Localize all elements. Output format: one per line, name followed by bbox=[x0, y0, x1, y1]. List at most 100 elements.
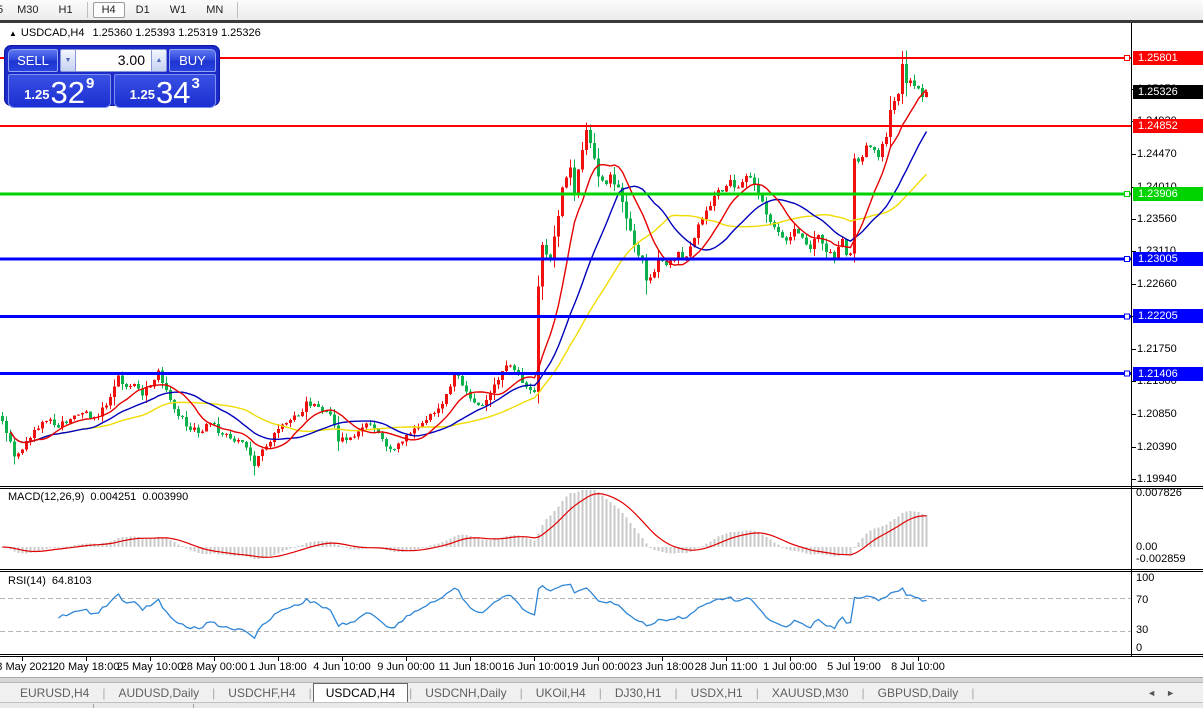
chart-tab-usdchf[interactable]: USDCHF,H4 bbox=[228, 685, 296, 700]
level-price-label-1.24852: 1.24852 bbox=[1133, 119, 1203, 133]
time-label-4: 28 May 00:00 bbox=[180, 661, 248, 673]
collapse-arrow-icon[interactable]: ▲ bbox=[9, 29, 17, 38]
level-price-label-1.23005: 1.23005 bbox=[1133, 252, 1203, 266]
macd-label: MACD(12,26,9) bbox=[8, 491, 85, 503]
line-handle[interactable] bbox=[1124, 370, 1130, 377]
tab-separator: | bbox=[308, 685, 312, 700]
statusbar-strip bbox=[0, 702, 1203, 708]
time-label-11: 23 Jun 18:00 bbox=[630, 661, 694, 673]
one-click-trading-panel: SELL ▼ 3.00 ▲ BUY 1.25 32 9 1.25 34 3 bbox=[4, 45, 220, 110]
chart-tab-dj30[interactable]: DJ30,H1 bbox=[614, 685, 662, 700]
time-label-9: 16 Jun 10:00 bbox=[502, 661, 566, 673]
time-label-8: 11 Jun 18:00 bbox=[438, 661, 502, 673]
line-handle[interactable] bbox=[1124, 191, 1130, 198]
time-label-7: 9 Jun 00:00 bbox=[377, 661, 435, 673]
timeframe-button-h4[interactable]: H4 bbox=[92, 2, 125, 18]
buy-button[interactable]: BUY bbox=[169, 49, 216, 72]
indicator-axis-label-0.00: 0.00 bbox=[1136, 541, 1158, 553]
volume-increase-button[interactable]: ▲ bbox=[151, 49, 167, 72]
level-price-label-1.22205: 1.22205 bbox=[1133, 309, 1203, 323]
timeframe-button-clipped[interactable]: 5 bbox=[0, 4, 4, 16]
chart-tab-ukoil[interactable]: UKOil,H4 bbox=[535, 685, 586, 700]
price-tick-1.24470: 1.24470 bbox=[1131, 147, 1201, 161]
buy-price-display[interactable]: 1.25 34 3 bbox=[113, 74, 216, 110]
tab-separator: | bbox=[409, 685, 413, 700]
buy-price-pip: 3 bbox=[191, 75, 200, 92]
rsi-value: 64.8103 bbox=[51, 575, 92, 587]
timeframe-button-w1[interactable]: W1 bbox=[169, 4, 187, 16]
rsi-label: RSI(14) bbox=[8, 575, 46, 587]
indicator-axis-label-0: 0 bbox=[1136, 642, 1143, 654]
line-handle[interactable] bbox=[1124, 255, 1130, 262]
chart-tab-usdcad[interactable]: USDCAD,H4 bbox=[312, 682, 409, 703]
time-label-14: 5 Jul 19:00 bbox=[827, 661, 881, 673]
tab-scroll-left-icon[interactable]: ◄ bbox=[1147, 688, 1157, 698]
timeframe-button-m30[interactable]: M30 bbox=[17, 4, 39, 16]
chart-tab-xauusd[interactable]: XAUUSD,M30 bbox=[771, 685, 849, 700]
time-label-5: 1 Jun 18:00 bbox=[249, 661, 307, 673]
time-label-3: 25 May 10:00 bbox=[116, 661, 184, 673]
sell-price-display[interactable]: 1.25 32 9 bbox=[8, 74, 111, 108]
level-price-label-1.25801: 1.25801 bbox=[1133, 51, 1203, 65]
chart-title: ▲ USDCAD,H4 1.25360 1.25393 1.25319 1.2532… bbox=[9, 27, 261, 39]
time-label-10: 19 Jun 00:00 bbox=[566, 661, 630, 673]
chart-tab-gbpusd[interactable]: GBPUSD,Daily bbox=[877, 685, 959, 700]
macd-signal-value: 0.003990 bbox=[142, 491, 189, 503]
chart-ohlc-values: 1.25360 1.25393 1.25319 1.25326 bbox=[92, 27, 261, 39]
tab-separator: | bbox=[755, 685, 759, 700]
timeframe-button-mn[interactable]: MN bbox=[206, 4, 224, 16]
time-label-6: 4 Jun 10:00 bbox=[313, 661, 371, 673]
sell-price-prefix: 1.25 bbox=[24, 87, 50, 102]
rsi-pane-title: RSI(14) 64.8103 bbox=[8, 575, 98, 587]
sell-price-pip: 9 bbox=[85, 75, 95, 92]
tab-scroll-controls: ◄ ► bbox=[1147, 683, 1175, 703]
tab-separator: | bbox=[861, 685, 865, 700]
tab-scroll-right-icon[interactable]: ► bbox=[1166, 688, 1175, 698]
chart-tab-usdx[interactable]: USDX,H1 bbox=[690, 685, 743, 700]
volume-decrease-button[interactable]: ▼ bbox=[60, 49, 76, 72]
macd-pane-title: MACD(12,26,9) 0.004251 0.003990 bbox=[8, 491, 194, 503]
indicator-axis-label--0.002859: -0.002859 bbox=[1136, 553, 1186, 565]
sell-button[interactable]: SELL bbox=[8, 49, 58, 72]
tab-separator: | bbox=[971, 685, 975, 700]
time-label-13: 1 Jul 00:00 bbox=[763, 661, 817, 673]
chart-symbol-label: USDCAD,H4 bbox=[20, 27, 85, 39]
level-price-label-1.21406: 1.21406 bbox=[1133, 367, 1203, 381]
candlesticks bbox=[1, 50, 928, 476]
chart-tab-audusd[interactable]: AUDUSD,Daily bbox=[118, 685, 200, 700]
price-tick-1.20850: 1.20850 bbox=[1131, 407, 1201, 421]
buy-price-big: 34 bbox=[155, 75, 191, 110]
timeframe-button-h1[interactable]: H1 bbox=[58, 4, 73, 16]
chart-tabbar: EURUSD,H4 | AUDUSD,Daily | USDCHF,H4 | USDCAD,… bbox=[0, 682, 1203, 703]
time-label-12: 28 Jun 11:00 bbox=[694, 661, 758, 673]
volume-input[interactable]: 3.00 bbox=[76, 49, 151, 72]
ma-line bbox=[9, 89, 928, 450]
rsi-line bbox=[58, 583, 927, 640]
chart-tab-usdcnh[interactable]: USDCNH,Daily bbox=[425, 685, 507, 700]
tab-separator: | bbox=[674, 685, 678, 700]
macd-signal-line bbox=[2, 492, 927, 558]
horizontal-level-lines[interactable] bbox=[0, 55, 1131, 377]
chart-tab-eurusd[interactable]: EURUSD,H4 bbox=[20, 685, 90, 700]
line-handle[interactable] bbox=[1124, 313, 1130, 320]
price-tick-1.21750: 1.21750 bbox=[1131, 342, 1201, 356]
tab-separator: | bbox=[519, 685, 523, 700]
ma-line bbox=[9, 131, 928, 444]
level-price-label-1.23906: 1.23906 bbox=[1133, 187, 1203, 201]
macd-histogram bbox=[1, 490, 928, 559]
line-handle[interactable] bbox=[1124, 55, 1130, 61]
indicator-axis-label-70: 70 bbox=[1136, 594, 1149, 606]
timeframe-button-d1[interactable]: D1 bbox=[135, 4, 150, 16]
ma-line bbox=[9, 173, 928, 444]
timeframe-buttons: M30 H1 H4 D1 W1 MN bbox=[7, 2, 242, 18]
indicator-axis-label-30: 30 bbox=[1136, 624, 1149, 636]
timeframe-toolbar: 5 M30 H1 H4 D1 W1 MN bbox=[0, 0, 1203, 21]
price-tick-1.20390: 1.20390 bbox=[1131, 440, 1201, 454]
tab-separator: | bbox=[598, 685, 602, 700]
price-tick-1.19940: 1.19940 bbox=[1131, 472, 1201, 486]
window-top-border bbox=[0, 20, 1203, 23]
time-label-2: 20 May 18:00 bbox=[52, 661, 120, 673]
time-label-1: 18 May 2021 bbox=[0, 661, 54, 673]
